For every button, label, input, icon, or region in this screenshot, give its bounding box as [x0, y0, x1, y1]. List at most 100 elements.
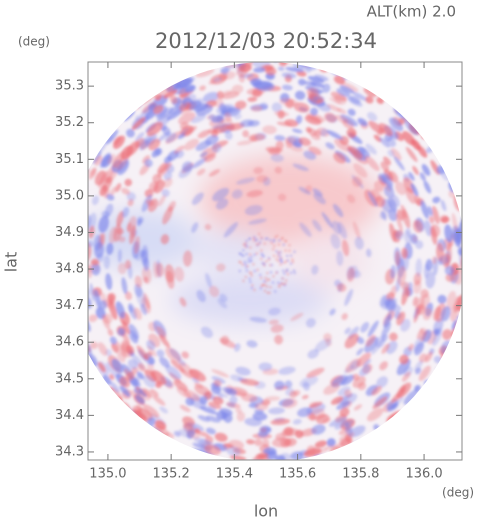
y-tick-label: 34.8: [55, 262, 84, 277]
texture-speck: [286, 273, 289, 276]
texture-blob: [322, 417, 331, 424]
x-tick-label: 136.0: [405, 467, 442, 482]
texture-blob: [323, 333, 332, 342]
texture-speck: [249, 253, 252, 256]
texture-blob: [146, 340, 156, 351]
x-axis-label: lon: [254, 502, 278, 521]
texture-speck: [242, 243, 245, 246]
texture-blob: [403, 389, 419, 405]
texture-speck: [266, 278, 269, 281]
texture-blob: [91, 195, 99, 206]
texture-blob: [169, 95, 178, 104]
texture-blob: [256, 175, 268, 183]
y-tick-label: 34.3: [55, 444, 84, 459]
texture-blob: [121, 277, 128, 295]
texture-blob: [242, 130, 250, 138]
texture-blob: [117, 328, 126, 336]
texture-blob: [240, 378, 260, 386]
texture-speck: [286, 268, 289, 271]
texture-blob: [262, 125, 277, 135]
texture-speck: [279, 258, 282, 261]
texture-speck: [272, 254, 275, 257]
texture-speck: [290, 262, 293, 265]
texture-blob: [444, 224, 453, 243]
texture-blob: [302, 381, 310, 391]
texture-blob: [226, 446, 241, 457]
texture-blob: [249, 316, 267, 323]
texture-blob: [461, 233, 469, 247]
texture-blob: [408, 343, 414, 351]
texture-speck: [275, 250, 278, 253]
texture-blob: [196, 168, 206, 176]
texture-blob: [107, 328, 114, 337]
texture-blob: [337, 221, 347, 239]
x-tick-label: 135.4: [216, 467, 253, 482]
texture-blob: [88, 353, 98, 367]
texture-blob: [320, 128, 328, 137]
texture-blob: [204, 153, 216, 163]
radar-field: [71, 62, 469, 460]
texture-blob: [97, 342, 108, 356]
texture-blob: [88, 167, 97, 180]
texture-blob: [88, 314, 98, 323]
texture-speck: [270, 264, 273, 267]
texture-blob: [75, 165, 88, 183]
texture-blob: [365, 334, 376, 347]
texture-speck: [248, 271, 251, 274]
texture-blob: [91, 263, 101, 276]
texture-blob: [223, 222, 238, 238]
texture-speck: [276, 234, 279, 237]
texture-blob: [126, 128, 135, 138]
texture-blob: [194, 428, 201, 434]
texture-speck: [253, 270, 256, 273]
texture-speck: [277, 252, 280, 255]
texture-blob: [113, 224, 122, 242]
texture-blob: [199, 406, 218, 415]
texture-blob: [376, 376, 388, 388]
texture-blob: [329, 308, 336, 316]
texture-speck: [260, 249, 263, 252]
texture-blob: [164, 155, 172, 164]
texture-blob: [174, 145, 185, 155]
texture-speck: [269, 271, 272, 274]
texture-blob: [389, 117, 404, 132]
texture-speck: [242, 249, 245, 252]
texture-blob: [75, 208, 83, 220]
texture-speck: [272, 275, 275, 278]
texture-speck: [288, 244, 291, 247]
texture-blob: [247, 96, 258, 102]
texture-blob: [152, 173, 162, 184]
texture-speck: [277, 260, 280, 263]
texture-blob: [216, 263, 226, 272]
texture-speck: [245, 253, 248, 256]
texture-blob: [125, 259, 132, 270]
texture-blob: [71, 318, 79, 327]
texture-blob: [222, 90, 233, 95]
texture-speck: [280, 237, 283, 240]
texture-blob: [354, 236, 364, 250]
texture-blob: [400, 318, 411, 332]
texture-blob: [353, 404, 363, 411]
texture-blob: [339, 407, 350, 417]
texture-blob: [379, 361, 388, 371]
texture-blob: [306, 445, 317, 456]
texture-blob: [146, 121, 163, 137]
texture-blob: [389, 332, 398, 341]
texture-blob: [371, 386, 382, 396]
texture-blob: [231, 189, 243, 199]
texture-blob: [326, 438, 336, 447]
texture-blob: [379, 137, 390, 148]
texture-blob: [305, 126, 312, 133]
y-tick-label: 35.0: [55, 188, 84, 203]
texture-blob: [195, 104, 213, 116]
texture-blob: [309, 401, 318, 407]
texture-blob: [199, 395, 208, 405]
texture-speck: [260, 236, 263, 239]
texture-blob: [356, 352, 371, 367]
texture-blob: [303, 150, 317, 160]
texture-blob: [234, 100, 247, 110]
texture-blob: [294, 90, 306, 100]
texture-blob: [88, 320, 91, 332]
texture-blob: [387, 197, 397, 212]
x-tick-label: 135.2: [153, 467, 190, 482]
